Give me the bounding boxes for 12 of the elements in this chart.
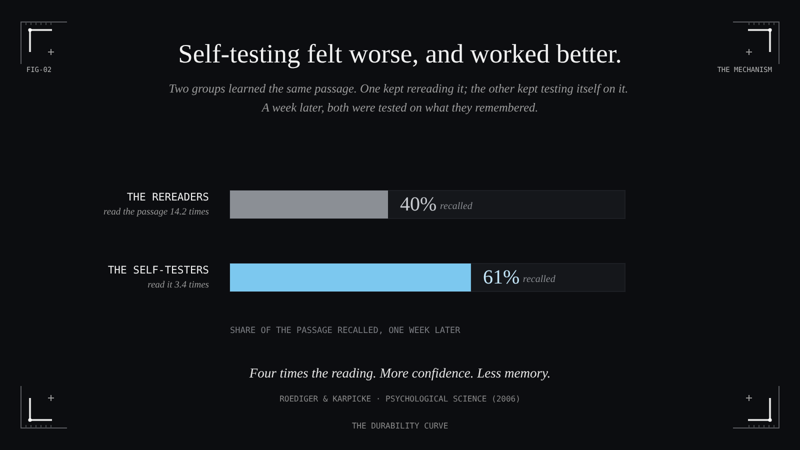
chart-title: Self-testing felt worse, and worked better. bbox=[178, 38, 622, 68]
text: THE DURABILITY CURVE bbox=[352, 422, 448, 430]
text: read it 3.4 times bbox=[148, 280, 210, 290]
chart-subtitle: Two groups learned the same passage. One kept rereading it; the other kept testing itself on it. A week later, both were tested on what they remembered. bbox=[168, 82, 632, 114]
x-axis-title: SHARE OF THE PASSAGE RECALLED, ONE WEEK LATER bbox=[230, 326, 462, 336]
data-label: 40% recalled bbox=[400, 194, 474, 216]
text: Four times the reading. More confidence. Less memory. bbox=[248, 366, 551, 380]
y-tick-label: THE SELF-TESTERS bbox=[108, 264, 209, 276]
text: read the passage 14.2 times bbox=[104, 208, 210, 218]
y-tick-label: THE REREADERS bbox=[126, 192, 209, 204]
data-label: 61% recalled bbox=[482, 266, 556, 288]
text: ROEDIGER & KARPICKE · PSYCHOLOGICAL SCIENCE (2006) bbox=[280, 394, 520, 404]
